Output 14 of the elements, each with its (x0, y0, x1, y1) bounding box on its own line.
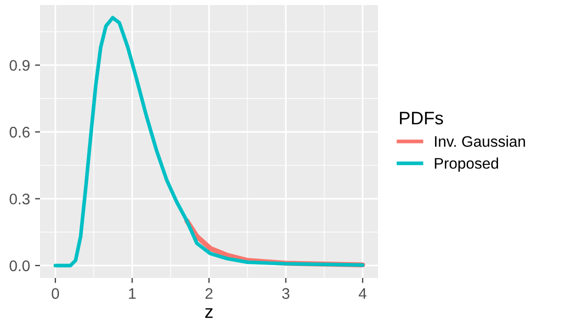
legend-title: PDFs (400, 112, 443, 124)
y-tick-label: 0.9 (10, 60, 30, 71)
y-tick-label: 0.0 (10, 260, 30, 272)
legend-label: Proposed (434, 158, 498, 172)
legend-label: Inv. Gaussian (435, 136, 525, 147)
x-tick-label: 0 (52, 288, 60, 299)
x-tick-label: 2 (206, 288, 212, 299)
line-series (54, 16, 364, 268)
x-tick-label: 1 (129, 288, 136, 299)
x-tick-label: 3 (282, 288, 290, 299)
x-tick-label: 4 (358, 288, 366, 299)
y-tick-label: 0.6 (10, 126, 30, 138)
x-axis-title: z (205, 308, 213, 318)
y-tick-label: 0.3 (10, 194, 30, 204)
